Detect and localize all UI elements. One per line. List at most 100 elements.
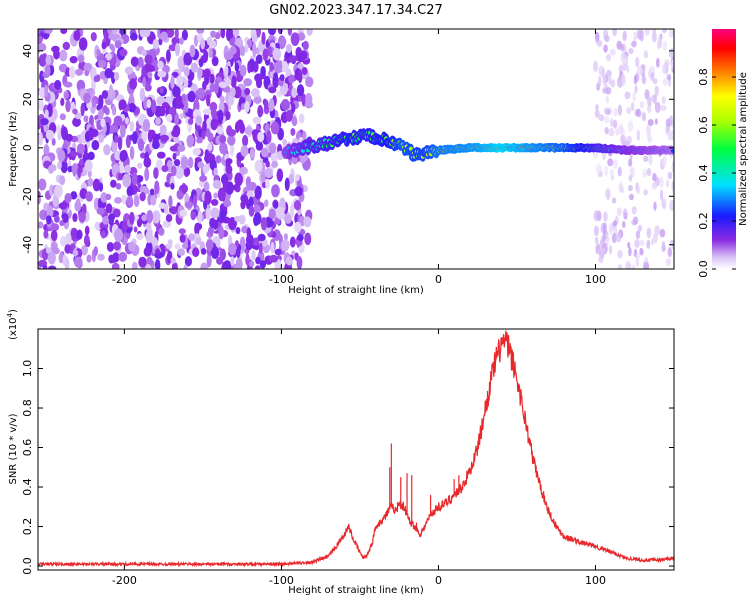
noise-cell [615, 232, 622, 243]
noise-cell [210, 40, 217, 48]
noise-cell [149, 188, 155, 196]
noise-cell [199, 175, 208, 182]
noise-cell [224, 78, 232, 86]
noise-cell [71, 163, 79, 175]
noise-cell [93, 246, 98, 256]
noise-cell [100, 192, 108, 203]
noise-cell [652, 232, 658, 244]
noise-cell [188, 233, 196, 242]
noise-cell [83, 92, 91, 104]
noise-cell [233, 184, 238, 191]
noise-cell [268, 29, 276, 36]
noise-cell [183, 264, 188, 269]
noise-cell [42, 264, 48, 269]
noise-cell [59, 235, 67, 247]
noise-cell [646, 168, 652, 177]
noise-cell [631, 264, 636, 269]
noise-cell [286, 43, 292, 54]
noise-cell [113, 115, 123, 127]
noise-cell [142, 118, 151, 132]
noise-cell [208, 47, 213, 59]
noise-cell [183, 66, 190, 77]
noise-cell [667, 247, 673, 258]
noise-cell [216, 126, 224, 135]
noise-cell [114, 134, 119, 143]
colorbar-tick-label: 0.6 [697, 116, 710, 134]
noise-cell [111, 105, 117, 116]
noise-cell [248, 196, 254, 208]
noise-cell [77, 54, 85, 63]
noise-cell [217, 109, 224, 123]
noise-cell [109, 124, 119, 135]
noise-cell [58, 49, 68, 62]
noise-cell [247, 60, 252, 74]
noise-cell [50, 229, 58, 242]
noise-cell [615, 128, 619, 136]
snr-x-tick-label: -200 [112, 574, 137, 587]
noise-cell [288, 74, 295, 84]
noise-cell [65, 99, 71, 113]
noise-cell [186, 134, 195, 147]
noise-cell [74, 200, 82, 212]
noise-cell [223, 199, 232, 208]
noise-cell [189, 44, 196, 58]
noise-cell [605, 95, 609, 104]
noise-cell [53, 49, 60, 60]
noise-cell [661, 63, 666, 74]
noise-cell [612, 119, 618, 129]
noise-cell [612, 158, 618, 170]
noise-cell [219, 142, 228, 155]
noise-cell [288, 174, 295, 184]
noise-cell [138, 256, 147, 268]
noise-cell [129, 78, 138, 90]
noise-cell [192, 147, 202, 156]
noise-cell [146, 221, 152, 234]
noise-cell [631, 40, 637, 48]
noise-cell [603, 44, 608, 53]
noise-cell [281, 99, 290, 111]
noise-cell [166, 113, 173, 123]
noise-cell [91, 139, 100, 151]
noise-cell [648, 154, 653, 166]
noise-cell [667, 171, 673, 180]
noise-cell [294, 221, 302, 233]
noise-cell [173, 262, 178, 269]
noise-cell [131, 172, 138, 186]
noise-cell [253, 212, 262, 225]
noise-cell [634, 239, 640, 248]
noise-cell [257, 105, 264, 118]
noise-cell [142, 76, 147, 87]
noise-cell [97, 109, 104, 121]
noise-cell [257, 131, 265, 143]
noise-cell [44, 64, 51, 77]
noise-cell [197, 161, 205, 169]
noise-cell [119, 150, 127, 162]
noise-cell [647, 136, 653, 144]
noise-cell [53, 79, 62, 90]
noise-cell [147, 71, 153, 79]
noise-cell [168, 206, 175, 213]
noise-cell [112, 208, 121, 218]
noise-cell [279, 37, 287, 46]
noise-cell [126, 185, 134, 197]
noise-cell [594, 236, 599, 245]
noise-cell [650, 66, 656, 73]
noise-cell [617, 166, 622, 177]
noise-cell [602, 87, 607, 94]
noise-cell [106, 241, 115, 252]
noise-cell [154, 258, 161, 269]
noise-cell [261, 31, 266, 45]
noise-cell [209, 217, 216, 229]
noise-cell [235, 247, 241, 258]
snr-y-tick-label: 0.6 [21, 439, 34, 457]
noise-cell [285, 110, 293, 122]
noise-cell [114, 228, 124, 243]
noise-cell [646, 227, 652, 239]
noise-cell [212, 179, 222, 190]
noise-cell [205, 207, 212, 220]
noise-cell [168, 195, 173, 208]
noise-cell [249, 148, 255, 159]
noise-cell [276, 168, 284, 182]
noise-cell [38, 178, 47, 191]
noise-cell [209, 73, 215, 84]
